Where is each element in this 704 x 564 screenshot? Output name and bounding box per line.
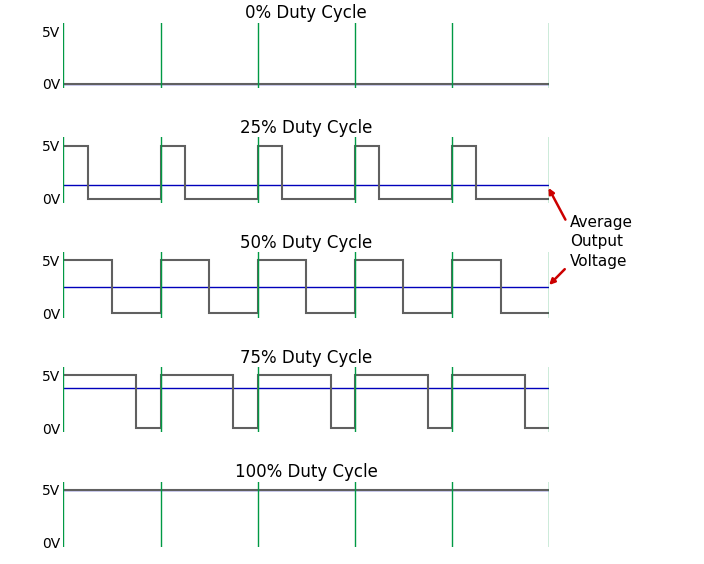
Title: 75% Duty Cycle: 75% Duty Cycle bbox=[240, 349, 372, 367]
Title: 25% Duty Cycle: 25% Duty Cycle bbox=[240, 119, 372, 137]
Title: 50% Duty Cycle: 50% Duty Cycle bbox=[240, 234, 372, 252]
Title: 100% Duty Cycle: 100% Duty Cycle bbox=[235, 464, 377, 481]
Text: Average
Output
Voltage: Average Output Voltage bbox=[570, 214, 633, 269]
Title: 0% Duty Cycle: 0% Duty Cycle bbox=[246, 5, 367, 23]
